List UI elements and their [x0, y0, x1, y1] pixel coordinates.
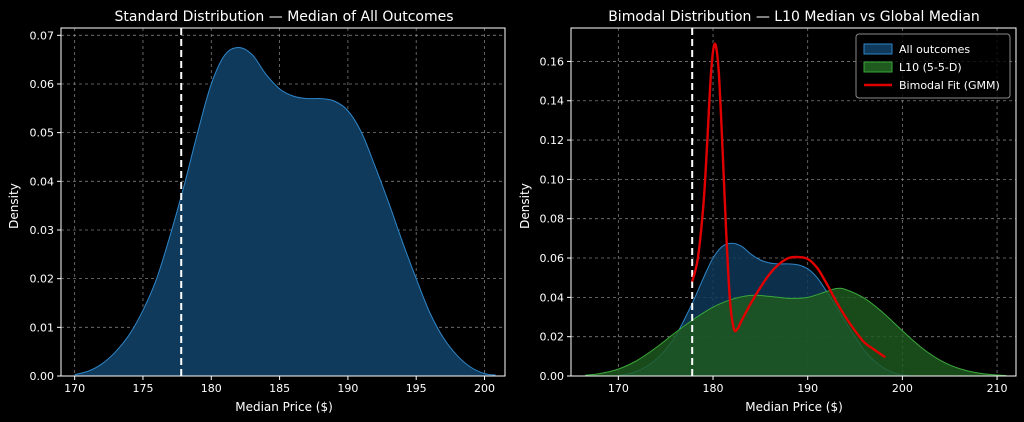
right-xtick-label: 210	[987, 382, 1008, 395]
left-area-all-outcomes	[74, 47, 496, 376]
right-legend-swatch-all-outcomes	[863, 43, 893, 55]
right-ytick-label: 0.06	[540, 252, 565, 265]
right-ytick-label: 0.16	[540, 55, 565, 68]
right-line-bimodal-fit	[691, 42, 887, 359]
left-ytick-label: 0.02	[30, 273, 55, 286]
right-ytick-label: 0.04	[540, 291, 565, 304]
right-chart-title: Bimodal Distribution — L10 Median vs Glo…	[608, 9, 980, 25]
left-xtick-label: 180	[201, 382, 222, 395]
right-xtick-label: 200	[892, 382, 913, 395]
right-ytick-label: 0.08	[540, 213, 565, 226]
left-area-outline-all-outcomes	[74, 46, 496, 376]
left-axes-frame	[60, 27, 506, 377]
right-ytick-label: 0.12	[540, 134, 565, 147]
left-ytick-label: 0.04	[30, 175, 55, 188]
right-area-l10-5-5-d	[585, 288, 1007, 376]
left-ytick-label: 0.01	[30, 321, 55, 334]
right-legend: All outcomes L10 (5-5-D) Bimodal Fit (GMM)	[855, 33, 1011, 99]
left-xtick-label: 195	[406, 382, 427, 395]
right-ytick-label: 0.02	[540, 331, 565, 344]
right-legend-swatch-l10-5-5-d	[863, 61, 893, 73]
right-xtick-label: 190	[797, 382, 818, 395]
right-ytick-label: 0.10	[540, 173, 565, 186]
left-chart-xlabel: Median Price ($)	[235, 400, 333, 414]
left-xtick-label: 185	[269, 382, 290, 395]
left-xtick-label: 175	[132, 382, 153, 395]
right-chart: Bimodal Distribution — L10 Median vs Glo…	[518, 9, 1017, 414]
left-chart-ylabel: Density	[7, 183, 21, 229]
right-legend-label-all-outcomes: All outcomes	[899, 43, 970, 56]
right-axes-frame	[570, 27, 1017, 377]
right-chart-xlabel: Median Price ($)	[745, 400, 843, 414]
left-xtick-label: 190	[337, 382, 358, 395]
left-chart-title: Standard Distribution — Median of All Ou…	[114, 9, 453, 25]
left-ytick-label: 0.07	[30, 29, 55, 42]
left-chart: Standard Distribution — Median of All Ou…	[7, 9, 506, 414]
left-ytick-label: 0.06	[30, 78, 55, 91]
right-ytick-label: 0.00	[540, 370, 565, 383]
left-ytick-label: 0.03	[30, 224, 55, 237]
right-chart-ylabel: Density	[518, 183, 532, 229]
right-ytick-label: 0.14	[540, 95, 565, 108]
right-area-outline-l10-5-5-d	[585, 287, 1007, 376]
left-series-group	[74, 28, 496, 376]
right-xtick-label: 170	[608, 382, 629, 395]
right-legend-box	[855, 33, 1011, 99]
right-legend-label-bimodal-fit-gmm: Bimodal Fit (GMM)	[899, 79, 1000, 92]
right-series-group	[585, 28, 1007, 376]
right-legend-label-l10-5-5-d: L10 (5-5-D)	[899, 61, 962, 74]
left-ytick-label: 0.05	[30, 127, 55, 140]
left-xtick-label: 170	[64, 382, 85, 395]
left-ytick-label: 0.00	[30, 370, 55, 383]
right-xtick-label: 180	[703, 382, 724, 395]
left-xtick-label: 200	[474, 382, 495, 395]
